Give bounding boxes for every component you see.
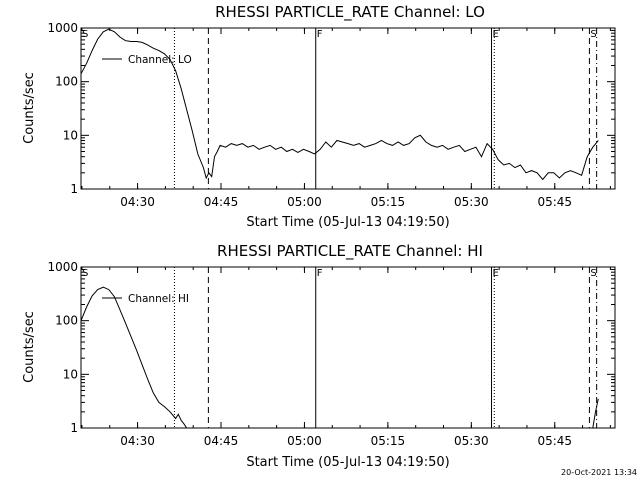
x-tick-label: 05:45 xyxy=(537,195,572,209)
x-tick-label: 05:15 xyxy=(371,195,406,209)
x-axis-label: Start Time (05-Jul-13 04:19:50) xyxy=(246,215,449,230)
x-tick-label: 05:00 xyxy=(287,195,322,209)
y-tick-label: 1 xyxy=(70,421,78,435)
generation-timestamp: 20-Oct-2021 13:34 xyxy=(561,468,637,477)
y-axis-label: Counts/sec xyxy=(22,311,37,383)
y-tick-label: 100 xyxy=(55,75,78,89)
chart-title: RHESSI PARTICLE_RATE Channel: HI xyxy=(217,242,483,261)
x-tick-label: 05:15 xyxy=(371,434,406,448)
x-tick-label: 05:45 xyxy=(537,434,572,448)
y-tick-label: 1000 xyxy=(47,21,78,35)
data-series-line xyxy=(80,286,599,429)
event-marker-label: S xyxy=(82,268,88,279)
event-marker-label: F xyxy=(317,268,323,279)
x-tick-label: 04:30 xyxy=(120,434,155,448)
event-marker-label: S xyxy=(590,29,596,40)
lo-channel-panel: RHESSI PARTICLE_RATE Channel: LO Counts/… xyxy=(22,3,616,230)
x-tick-label: 05:30 xyxy=(454,434,489,448)
event-marker-label: S xyxy=(590,268,596,279)
x-tick-label: 04:45 xyxy=(204,195,239,209)
y-tick-label: 1 xyxy=(70,182,78,196)
y-tick-label: 10 xyxy=(63,128,78,142)
y-tick-label: 100 xyxy=(55,314,78,328)
chart-title: RHESSI PARTICLE_RATE Channel: LO xyxy=(215,3,485,22)
legend-label: Channel: HI xyxy=(128,293,189,305)
event-marker-label: F xyxy=(317,29,323,40)
x-tick-label: 05:00 xyxy=(287,434,322,448)
event-marker-label: E xyxy=(493,29,499,40)
y-tick-label: 10 xyxy=(63,367,78,381)
legend-label: Channel: LO xyxy=(128,54,192,66)
event-marker-label: S xyxy=(82,29,88,40)
x-tick-label: 05:30 xyxy=(454,195,489,209)
y-tick-label: 1000 xyxy=(47,260,78,274)
x-tick-label: 04:45 xyxy=(204,434,239,448)
x-axis-label: Start Time (05-Jul-13 04:19:50) xyxy=(246,455,449,470)
y-axis-label: Counts/sec xyxy=(22,72,37,144)
hi-channel-panel: RHESSI PARTICLE_RATE Channel: HI Counts/… xyxy=(22,242,616,470)
x-tick-label: 04:30 xyxy=(120,195,155,209)
event-marker-label: E xyxy=(493,268,499,279)
data-series-line xyxy=(80,28,599,181)
